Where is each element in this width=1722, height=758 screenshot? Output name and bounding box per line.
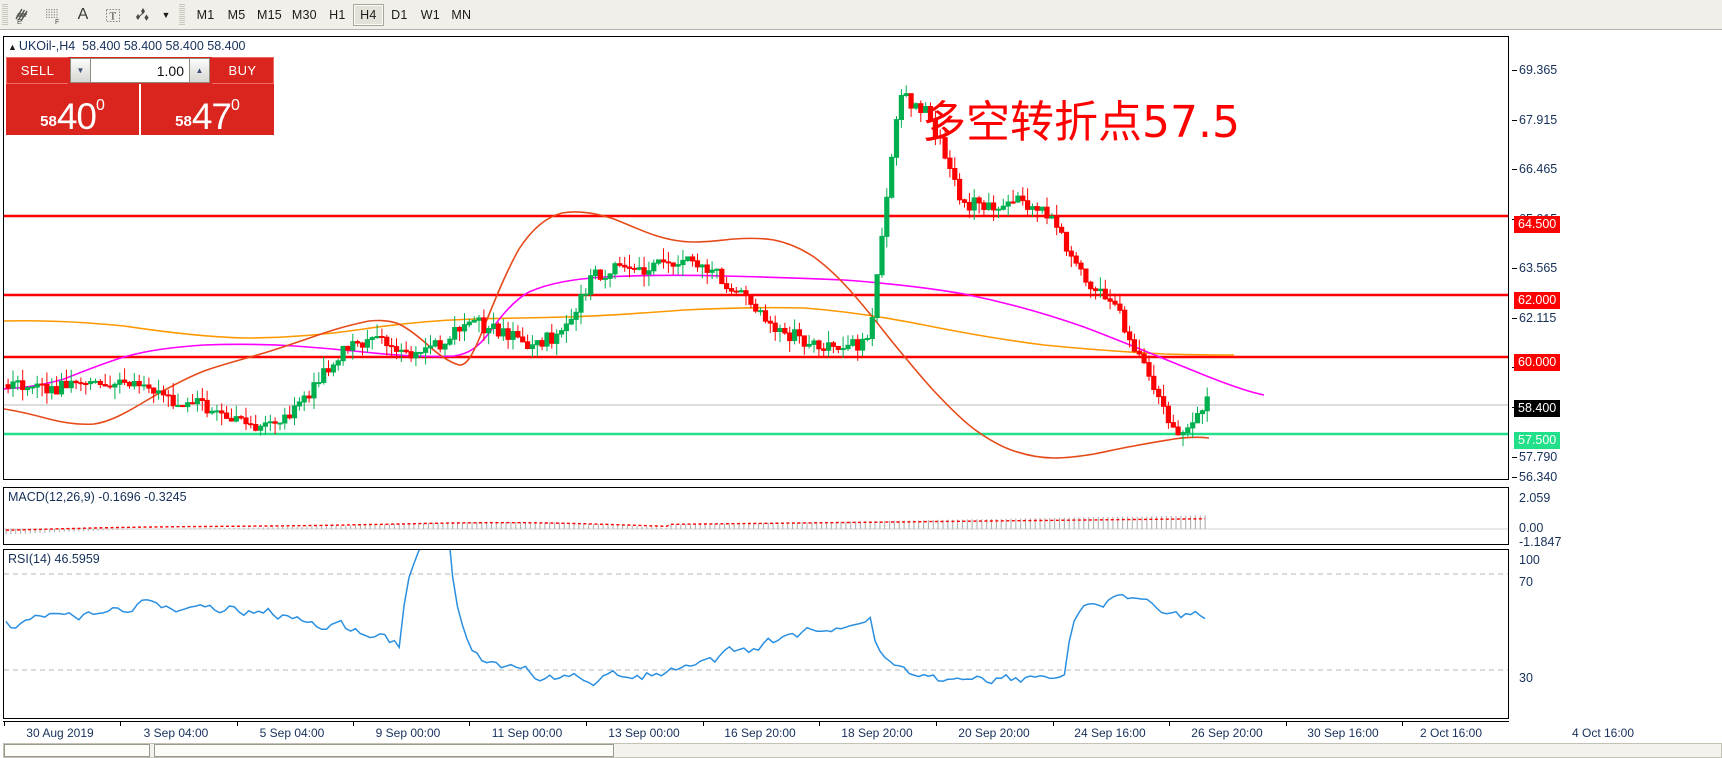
macd-legend: MACD(12,26,9) -0.1696 -0.3245 <box>8 490 187 504</box>
timeframe-m5[interactable]: M5 <box>227 7 246 22</box>
price-tag-57500[interactable]: 57.500 <box>1514 432 1561 449</box>
time-label-8: 20 Sep 20:00 <box>958 726 1030 740</box>
macd-scale-min: -1.1847 <box>1519 535 1562 549</box>
timeframe-d1[interactable]: D1 <box>391 7 408 22</box>
macd-scale-zero: 0.00 <box>1519 521 1544 535</box>
rsi-scale-30: 30 <box>1519 671 1533 685</box>
volume-decrement-button[interactable]: ▼ <box>70 58 91 83</box>
buy-button[interactable]: BUY <box>212 57 274 84</box>
timeframe-w1[interactable]: W1 <box>420 7 440 22</box>
timeframe-h1[interactable]: H1 <box>329 7 346 22</box>
scrollbar-left-box[interactable] <box>4 744 150 757</box>
time-label-2: 5 Sep 04:00 <box>259 726 325 740</box>
time-label-6: 16 Sep 20:00 <box>724 726 796 740</box>
trade-panel-quotes: 58 40 0 58 47 0 <box>6 84 274 135</box>
toolbar-drag-handle[interactable] <box>2 3 8 26</box>
time-label-12: 2 Oct 16:00 <box>1419 726 1483 740</box>
price-tick-67915: 67.915 <box>1511 113 1558 127</box>
one-click-trading-panel[interactable]: SELL ▼ 1.00 ▲ BUY 58 40 0 58 47 0 <box>6 57 274 135</box>
time-label-9: 24 Sep 16:00 <box>1074 726 1146 740</box>
time-label-0: 30 Aug 2019 <box>26 726 94 740</box>
bid-price-fraction: 0 <box>95 97 105 114</box>
ma-mid-magenta <box>4 274 1265 396</box>
drawing-tools-icon[interactable] <box>128 2 158 28</box>
rsi-canvas <box>4 550 1508 687</box>
text-label-icon[interactable]: A <box>77 5 89 23</box>
chart-legend: ▲ UKOil-,H4 58.400 58.400 58.400 58.400 <box>8 39 246 53</box>
price-tag-last-58400: 58.400 <box>1514 400 1561 417</box>
trade-panel-top-row: SELL ▼ 1.00 ▲ BUY <box>6 57 274 84</box>
timeframe-h4[interactable]: H4 <box>352 3 384 26</box>
rsi-scale-70: 70 <box>1519 575 1533 589</box>
rsi-panel[interactable]: RSI(14) 46.5959 <box>3 549 1509 719</box>
horizontal-scrollbar[interactable] <box>3 743 1722 758</box>
time-axis: 30 Aug 2019 3 Sep 04:00 5 Sep 04:00 9 Se… <box>3 721 1634 741</box>
time-label-5: 13 Sep 00:00 <box>608 726 680 740</box>
macd-scale-max: 2.059 <box>1519 491 1551 505</box>
ask-price-pips: 47 <box>191 95 232 137</box>
expert-advisor-icon[interactable]: E <box>8 2 38 28</box>
time-label-3: 9 Sep 00:00 <box>375 726 441 740</box>
price-axis[interactable]: 69.365 67.915 66.465 65.015 63.565 62.11… <box>1511 36 1722 484</box>
price-tick-63565: 63.565 <box>1511 261 1558 275</box>
volume-increment-button[interactable]: ▲ <box>189 58 210 83</box>
candlestick-series <box>5 85 1210 447</box>
timeframe-m15[interactable]: M15 <box>257 7 282 22</box>
macd-canvas <box>4 515 1508 535</box>
time-label-1: 3 Sep 04:00 <box>143 726 209 740</box>
toolbar-separator <box>179 3 185 26</box>
price-chart-panel[interactable]: ▲ UKOil-,H4 58.400 58.400 58.400 58.400 <box>3 36 1509 480</box>
timeframe-m1[interactable]: M1 <box>196 7 215 22</box>
price-chart-canvas <box>4 211 1508 459</box>
sell-button[interactable]: SELL <box>6 57 68 84</box>
main-toolbar: E F A T <box>0 0 1722 30</box>
time-label-10: 26 Sep 20:00 <box>1191 726 1263 740</box>
time-label-11: 30 Sep 16:00 <box>1307 726 1379 740</box>
rsi-scale-100: 100 <box>1519 553 1540 567</box>
volume-control[interactable]: ▼ 1.00 ▲ <box>68 57 212 84</box>
dropdown-arrow-icon[interactable]: ▼ <box>161 9 171 20</box>
collapse-triangle-icon[interactable]: ▲ <box>8 42 17 52</box>
timeframe-m30[interactable]: M30 <box>291 7 317 22</box>
timeframe-mn[interactable]: MN <box>451 7 472 22</box>
ma-fast-red <box>4 211 1210 459</box>
svg-text:T: T <box>110 10 117 22</box>
ask-price-display[interactable]: 58 47 0 <box>141 84 274 135</box>
time-label-13: 4 Oct 16:00 <box>1571 726 1635 740</box>
ask-price-integer: 58 <box>175 113 192 130</box>
macd-axis: 2.059 0.00 -1.1847 <box>1511 487 1722 549</box>
chart-symbol-label: UKOil-,H4 <box>18 39 76 53</box>
chart-annotation-text[interactable]: 多空转折点57.5 <box>922 97 1240 148</box>
ma-slow-orange <box>4 306 1235 356</box>
crosshair-grid-icon[interactable]: F <box>38 2 68 28</box>
price-tick-62115: 62.115 <box>1511 311 1557 325</box>
price-tag-62000[interactable]: 62.000 <box>1514 292 1561 309</box>
price-tick-66465: 66.465 <box>1511 162 1558 176</box>
ask-price-fraction: 0 <box>230 97 240 114</box>
price-tag-60000[interactable]: 60.000 <box>1514 354 1561 371</box>
rsi-legend: RSI(14) 46.5959 <box>8 552 100 566</box>
svg-text:F: F <box>55 19 59 25</box>
time-label-4: 11 Sep 00:00 <box>491 726 563 740</box>
bid-price-pips: 40 <box>56 95 97 137</box>
time-label-7: 18 Sep 20:00 <box>841 726 913 740</box>
volume-input[interactable]: 1.00 <box>91 58 189 83</box>
svg-text:E: E <box>17 19 22 25</box>
price-tick-56340: 56.340 <box>1511 470 1558 484</box>
rsi-axis: 100 70 30 <box>1511 549 1722 721</box>
price-tag-64500[interactable]: 64.500 <box>1514 216 1561 233</box>
macd-panel[interactable]: MACD(12,26,9) -0.1696 -0.3245 <box>3 487 1509 545</box>
price-tick-57790: 57.790 <box>1511 450 1558 464</box>
bid-price-integer: 58 <box>40 113 57 130</box>
text-box-icon[interactable]: T <box>98 2 128 28</box>
scrollbar-thumb[interactable] <box>154 744 614 757</box>
price-tick-69365: 69.365 <box>1511 63 1558 77</box>
chart-ohlc-label: 58.400 58.400 58.400 58.400 <box>82 39 246 53</box>
bid-price-display[interactable]: 58 40 0 <box>6 84 139 135</box>
